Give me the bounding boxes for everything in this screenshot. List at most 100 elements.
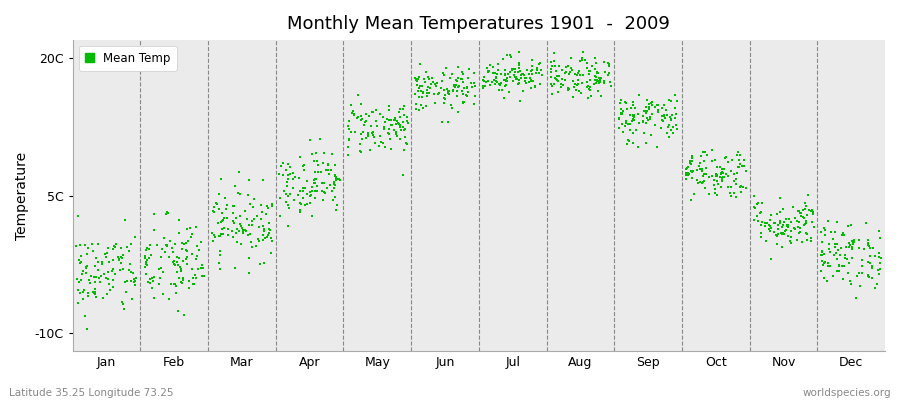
Point xyxy=(185,266,200,272)
Point xyxy=(779,222,794,228)
Point xyxy=(262,226,276,232)
Point xyxy=(276,160,291,166)
Point xyxy=(412,61,427,67)
Point xyxy=(762,217,777,223)
Point xyxy=(251,236,266,242)
Point xyxy=(817,260,832,266)
Point xyxy=(491,81,506,87)
Point xyxy=(626,117,641,124)
Point xyxy=(142,242,157,248)
Point xyxy=(805,207,819,214)
Point xyxy=(428,80,443,87)
Point xyxy=(182,278,196,284)
Point xyxy=(709,173,724,179)
Point xyxy=(226,234,240,240)
Point xyxy=(715,178,729,184)
Point xyxy=(195,273,210,280)
Point xyxy=(162,253,176,260)
Point xyxy=(653,125,668,131)
Point xyxy=(212,260,226,267)
Point xyxy=(383,117,398,124)
Point xyxy=(94,259,109,265)
Point xyxy=(481,78,495,84)
Point xyxy=(411,88,426,94)
Point xyxy=(365,129,380,135)
Point xyxy=(729,181,743,187)
Point xyxy=(156,290,170,297)
Point xyxy=(571,81,585,88)
Point xyxy=(495,86,509,93)
Point xyxy=(481,68,495,74)
Point xyxy=(657,102,671,108)
Point xyxy=(446,88,460,94)
Point xyxy=(736,184,751,190)
Point xyxy=(761,226,776,232)
Point xyxy=(158,242,173,248)
Point xyxy=(160,242,175,249)
Point xyxy=(716,166,731,173)
Point xyxy=(416,104,430,111)
Point xyxy=(139,253,153,259)
Point xyxy=(155,246,169,252)
Point xyxy=(197,273,211,279)
Point xyxy=(256,223,270,230)
Point xyxy=(547,81,562,88)
Point xyxy=(418,103,433,110)
Point xyxy=(316,196,330,203)
Point xyxy=(364,123,379,130)
Point xyxy=(70,213,85,219)
Point xyxy=(308,187,322,194)
Point xyxy=(751,218,765,224)
Point xyxy=(317,189,331,195)
Point xyxy=(233,191,248,197)
Point xyxy=(84,273,98,280)
Point xyxy=(601,60,616,66)
Point xyxy=(562,71,576,77)
Point xyxy=(125,296,140,302)
Point xyxy=(651,107,665,114)
Point xyxy=(615,121,629,128)
Point xyxy=(437,96,452,102)
Point xyxy=(398,126,412,133)
Point xyxy=(255,209,269,216)
Point xyxy=(797,200,812,206)
Point xyxy=(230,239,244,246)
Point xyxy=(532,70,546,76)
Point xyxy=(325,188,339,194)
Point xyxy=(668,115,682,121)
Point xyxy=(397,127,411,133)
Point xyxy=(694,153,708,159)
Point xyxy=(855,257,869,264)
Point xyxy=(729,176,743,182)
Point xyxy=(873,235,887,242)
Point xyxy=(476,83,491,89)
Point xyxy=(861,274,876,280)
Point xyxy=(843,242,858,249)
Point xyxy=(314,169,328,175)
Point xyxy=(341,122,356,129)
Point xyxy=(829,250,843,256)
Point xyxy=(175,246,189,252)
Point xyxy=(468,82,482,89)
Point xyxy=(564,65,579,72)
Point xyxy=(635,113,650,120)
Point xyxy=(508,74,522,80)
Point xyxy=(389,129,403,135)
Point xyxy=(377,125,392,132)
Point xyxy=(764,212,778,218)
Point xyxy=(685,154,699,161)
Point xyxy=(88,286,103,292)
Point xyxy=(344,102,358,108)
Legend: Mean Temp: Mean Temp xyxy=(78,46,176,71)
Point xyxy=(570,82,584,88)
Point xyxy=(242,270,256,276)
Point xyxy=(582,86,597,92)
Point xyxy=(545,91,560,97)
Point xyxy=(602,63,616,69)
Point xyxy=(511,69,526,75)
Point xyxy=(733,160,747,167)
Point xyxy=(107,242,122,249)
Point xyxy=(315,179,329,186)
Point xyxy=(798,220,813,227)
Point xyxy=(760,220,774,226)
